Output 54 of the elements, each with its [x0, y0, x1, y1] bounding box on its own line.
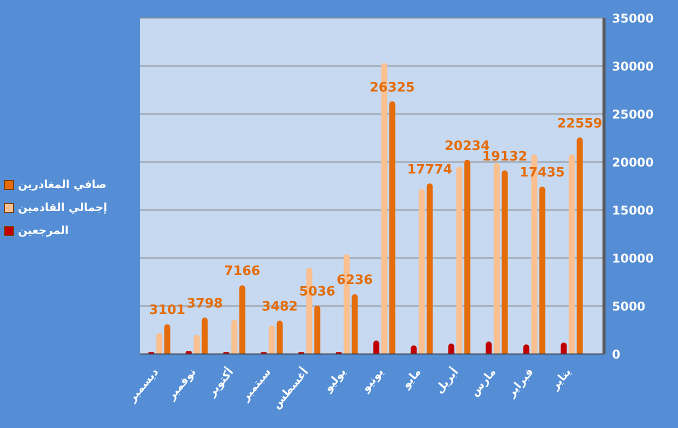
bar: [239, 285, 246, 354]
x-tick-label: يونيو: [358, 366, 386, 396]
y-tick-label: 35000: [612, 11, 654, 26]
bar: [456, 166, 462, 354]
x-tick-label: ديسمبر: [124, 365, 162, 406]
bar: [426, 183, 433, 354]
x-tick-label: أكتوبر: [204, 364, 236, 400]
data-label: 7166: [224, 264, 260, 280]
data-label: 3798: [186, 296, 223, 312]
x-tick-label: يناير: [548, 366, 574, 393]
x-tick-label: فبراير: [504, 366, 536, 400]
data-label: 17435: [520, 166, 565, 181]
x-tick-label: أبريل: [432, 364, 462, 396]
bar: [268, 325, 275, 354]
bar: [156, 332, 162, 354]
y-tick-label: 20000: [612, 155, 654, 170]
legend-label: المرجعين: [18, 224, 69, 237]
data-label: 6236: [336, 273, 373, 288]
bar: [194, 334, 200, 354]
x-tick-label: يوليو: [320, 366, 349, 396]
bar: [164, 324, 170, 354]
data-label: 3482: [262, 300, 298, 315]
data-label: 5036: [299, 284, 336, 300]
bar: [231, 319, 238, 354]
x-tick-label: مارس: [468, 366, 499, 399]
bar: [276, 320, 283, 354]
bar: [502, 170, 508, 354]
bar: [352, 294, 358, 354]
data-label: 22559: [557, 116, 602, 132]
y-tick-label: 30000: [612, 59, 654, 74]
data-label: 3101: [149, 303, 186, 318]
y-tick-label: 0: [612, 347, 620, 362]
bar: [373, 340, 380, 354]
bar: [576, 137, 583, 354]
bar: [418, 188, 425, 354]
bar: [389, 101, 396, 354]
y-tick-label: 10000: [612, 251, 654, 266]
x-tick-label: نوفمبر: [164, 366, 199, 403]
legend-label: صافي المغادرين: [18, 178, 107, 191]
y-tick-label: 25000: [612, 107, 654, 122]
bar: [202, 318, 208, 354]
y-tick-label: 5000: [612, 299, 646, 314]
bar: [314, 306, 320, 354]
data-label: 17774: [407, 162, 452, 178]
bar: [494, 162, 500, 354]
x-tick-label: مايو: [398, 366, 424, 392]
bar: [464, 160, 470, 354]
y-tick-label: 15000: [612, 203, 654, 218]
data-label: 26325: [370, 80, 415, 96]
bar: [539, 186, 546, 354]
bar: [568, 154, 575, 354]
legend-label: إجمالي القادمين: [18, 201, 108, 214]
bar: [560, 342, 567, 354]
bar: [486, 342, 492, 354]
